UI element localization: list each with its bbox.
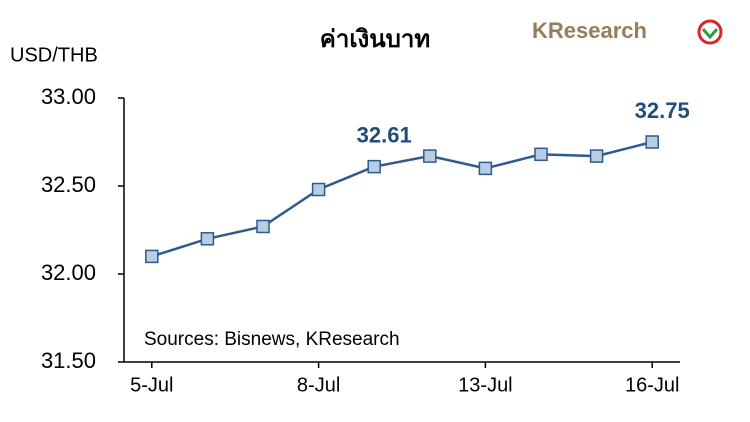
- data-label: 32.61: [357, 122, 412, 147]
- marker: [200, 232, 215, 246]
- marker: [478, 161, 493, 176]
- chart-title: ค่าเงินบาท: [320, 25, 430, 53]
- marker: [645, 135, 659, 149]
- x-tick-label: 5-Jul: [130, 374, 173, 396]
- source-note: Sources: Bisnews, KResearch: [144, 329, 400, 350]
- marker: [311, 182, 326, 197]
- x-tick-label: 13-Jul: [458, 374, 512, 396]
- y-tick-label: 32.50: [41, 172, 96, 197]
- marker: [367, 159, 381, 174]
- y-axis-label: USD/THB: [10, 44, 98, 66]
- data-label: 32.75: [635, 98, 690, 123]
- line-series: [151, 140, 653, 258]
- y-tick-label: 32.00: [41, 260, 96, 285]
- logo-icon: [697, 19, 723, 45]
- x-tick-label: 8-Jul: [297, 374, 340, 396]
- x-tick-label: 16-Jul: [625, 374, 679, 396]
- logo: KResearch: [532, 18, 647, 43]
- marker: [534, 147, 548, 162]
- marker: [145, 249, 159, 264]
- marker: [256, 219, 270, 234]
- y-tick-label: 33.00: [41, 84, 96, 109]
- y-tick-label: 31.50: [41, 348, 96, 373]
- marker: [589, 149, 604, 163]
- marker: [423, 149, 437, 163]
